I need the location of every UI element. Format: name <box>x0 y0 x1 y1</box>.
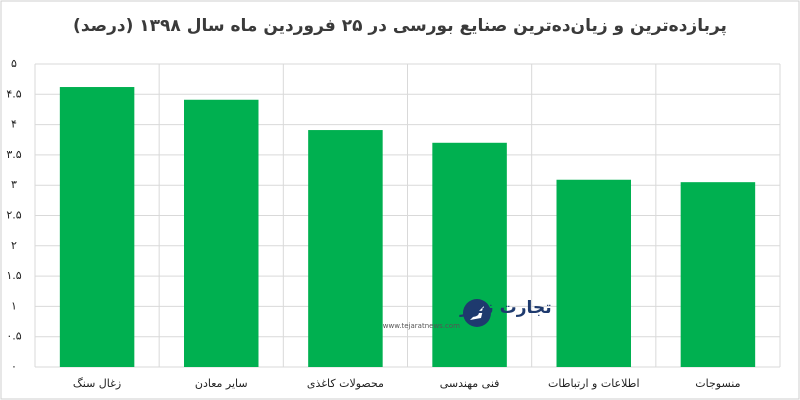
y-tick-label: ۲.۵ <box>6 209 21 222</box>
x-tick-label: زغال سنگ <box>73 377 121 390</box>
x-tick-label: فنی مهندسی <box>440 377 500 390</box>
y-tick-label: ۱.۵ <box>6 269 21 282</box>
bar <box>184 99 259 367</box>
x-tick-label: سایر معادن <box>195 377 248 390</box>
y-tick-label: ۴ <box>11 118 17 131</box>
y-tick-label: ۰.۵ <box>6 330 21 343</box>
x-tick-label: اطلاعات و ارتباطات <box>548 377 640 390</box>
y-tick-label: ۴.۵ <box>6 87 21 100</box>
y-tick-label: ۳ <box>11 178 17 191</box>
y-tick-label: ۰ <box>11 360 17 373</box>
x-tick-label: محصولات کاغذی <box>307 377 384 390</box>
chart-title: پربازده‌ترین و زیان‌ده‌ترین صنایع بورسی … <box>73 16 727 36</box>
y-tick-label: ۵ <box>11 57 17 70</box>
y-tick-label: ۱ <box>11 299 17 312</box>
x-tick-label: منسوجات <box>695 377 740 390</box>
bar <box>680 182 756 367</box>
watermark-logo-arrow <box>470 306 484 320</box>
bar <box>556 179 631 367</box>
y-tick-label: ۲ <box>11 239 17 252</box>
bar <box>432 142 507 367</box>
y-tick-label: ۳.۵ <box>6 148 21 161</box>
watermark-name: تجارت نیوز <box>459 298 552 318</box>
bar <box>59 87 135 367</box>
watermark-url: www.tejaratnews.com <box>383 322 460 330</box>
bar <box>308 130 383 367</box>
watermark: تجارت نیوز www.tejaratnews.com <box>383 298 552 330</box>
